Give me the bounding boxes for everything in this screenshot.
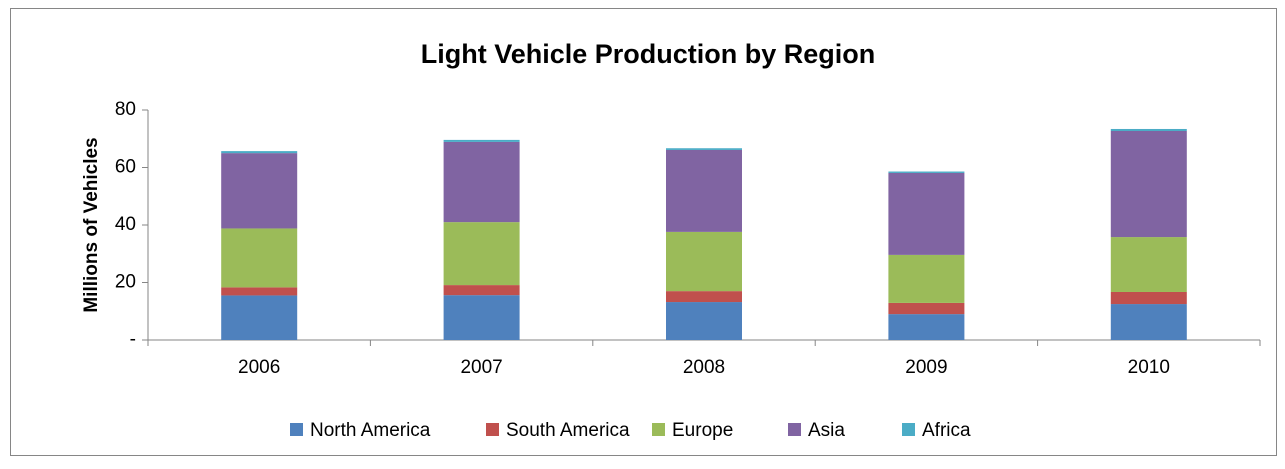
bar-segment (221, 287, 298, 296)
bar-segment (443, 139, 520, 142)
legend-label: South America (506, 420, 630, 441)
bar-segment (888, 172, 965, 255)
y-tick-label: 80 (115, 99, 136, 120)
x-tick-label: 2006 (238, 357, 280, 378)
bar-segment (888, 254, 965, 303)
legend-swatch (788, 423, 801, 436)
bar-segment (1110, 291, 1187, 305)
legend-swatch (290, 423, 303, 436)
chart-frame (10, 8, 1277, 456)
bar-segment (666, 148, 742, 150)
bar-segment (1110, 128, 1187, 131)
legend-swatch (652, 423, 665, 436)
bar-segment (443, 141, 520, 223)
y-axis-label: Millions of Vehicles (81, 137, 102, 312)
chart-title: Light Vehicle Production by Region (421, 39, 876, 69)
y-tick-label: 60 (115, 157, 136, 178)
legend-label: Asia (808, 420, 845, 441)
bar-segment (221, 153, 298, 229)
x-tick-label: 2009 (905, 357, 947, 378)
x-tick-label: 2008 (683, 357, 725, 378)
y-tick-label: 20 (115, 272, 136, 293)
legend-label: Europe (672, 420, 733, 441)
legend-label: North America (310, 420, 431, 441)
bar-segment (221, 295, 298, 340)
y-tick-label: 40 (115, 214, 136, 235)
bar-segment (443, 285, 520, 296)
x-tick-label: 2007 (460, 357, 502, 378)
y-tick-label: - (130, 329, 136, 350)
bar-segment (1110, 130, 1187, 238)
bar-segment (1110, 304, 1187, 340)
bar-segment (888, 302, 965, 315)
bar-segment (666, 231, 742, 292)
x-tick-label: 2010 (1128, 357, 1170, 378)
bar-segment (443, 222, 520, 286)
bar-segment (666, 149, 742, 232)
bar-segment (888, 314, 965, 340)
legend-swatch (902, 423, 915, 436)
legend-swatch (486, 423, 499, 436)
bar-segment (888, 171, 965, 173)
bar-segment (666, 291, 742, 303)
legend-label: Africa (922, 420, 971, 441)
bar-segment (443, 295, 520, 340)
bar-segment (1110, 237, 1187, 292)
bar-segment (666, 302, 742, 340)
bar-segment (221, 228, 298, 288)
bar-segment (221, 151, 298, 154)
